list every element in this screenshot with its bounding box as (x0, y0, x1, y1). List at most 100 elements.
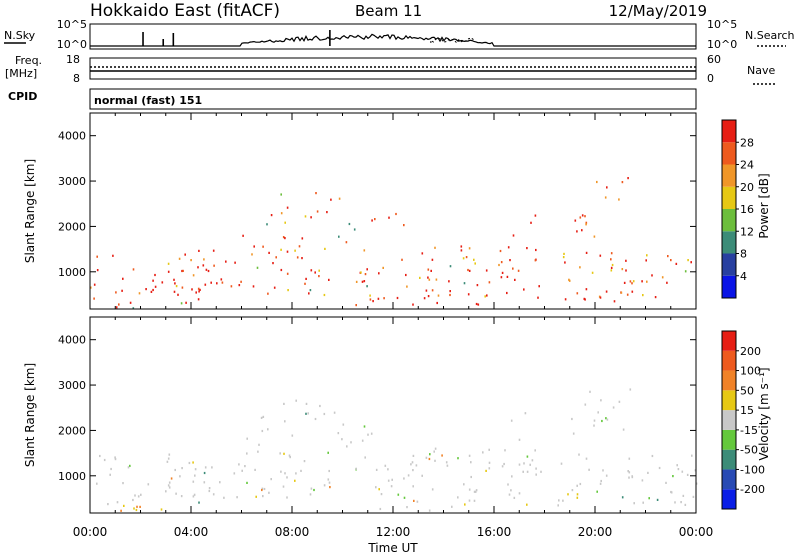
power-cell (378, 272, 380, 275)
velocity-cell (168, 481, 171, 484)
velocity-cell (261, 488, 263, 492)
power-cell (646, 280, 648, 283)
power-cell (118, 303, 120, 306)
power-cell (355, 280, 358, 283)
power-scatter-region (431, 245, 540, 306)
power-cell (377, 297, 380, 300)
power-cell (152, 288, 154, 292)
power-cell (431, 289, 434, 292)
power-cell (366, 268, 368, 271)
power-colorbar-tick-label: 12 (740, 225, 754, 238)
beam-label: Beam 11 (355, 2, 422, 20)
velocity-cell (140, 493, 142, 496)
velocity-cell (295, 472, 297, 475)
power-cell (449, 293, 451, 297)
velocity-cell (412, 485, 414, 488)
velocity-cell (584, 403, 587, 406)
power-cell (115, 306, 118, 309)
velocity-colorbar-tick-label: 200 (740, 345, 761, 358)
velocity-cell (110, 467, 112, 471)
velocity-cell (109, 473, 111, 476)
freq-left-tick-bottom: 8 (73, 72, 80, 85)
power-cell (667, 255, 669, 258)
power-y-ticks: 1000 2000 3000 4000 (58, 130, 696, 279)
velocity-cell (658, 466, 661, 470)
nsearch-series (430, 37, 475, 44)
power-scatter-region (512, 214, 537, 237)
power-cell (576, 230, 578, 233)
power-cell (324, 247, 326, 250)
power-cell (382, 266, 384, 269)
velocity-cell (413, 499, 415, 502)
velocity-cell (676, 464, 678, 467)
power-cell (579, 216, 582, 219)
velocity-cell (579, 482, 582, 486)
velocity-cell (488, 467, 491, 470)
nsky-right-tick-top: 10^5 (707, 18, 737, 31)
power-cell (460, 245, 463, 248)
velocity-cell (319, 404, 321, 408)
velocity-cell (203, 481, 206, 484)
velocity-cell (665, 481, 667, 484)
power-cell (396, 296, 399, 300)
power-cell (535, 248, 537, 252)
velocity-cell (337, 432, 340, 435)
power-cell (599, 296, 602, 299)
power-cell (181, 269, 183, 273)
power-cell (427, 268, 430, 271)
velocity-cell (294, 479, 296, 482)
velocity-scatter-region (192, 450, 331, 499)
velocity-cell (289, 456, 291, 459)
velocity-y-ticks: 1000 2000 3000 4000 (58, 334, 696, 483)
velocity-cell (261, 487, 264, 490)
velocity-cell (262, 495, 264, 498)
velocity-panel: 1000 2000 3000 4000 Slant Range [km] 200 100… (23, 316, 771, 514)
power-cell (626, 293, 629, 296)
power-cell (383, 297, 385, 300)
velocity-x-ticks (89, 317, 697, 513)
velocity-cell (503, 462, 505, 466)
power-cell (251, 253, 253, 256)
velocity-cell (387, 468, 389, 471)
power-cell (641, 280, 643, 283)
power-cell (280, 268, 283, 272)
velocity-cell (116, 501, 119, 504)
velocity-cell (412, 469, 414, 472)
velocity-cell (120, 509, 122, 512)
velocity-cell (622, 428, 625, 431)
power-cell (512, 234, 515, 237)
power-cell (371, 219, 373, 222)
velocity-cell (107, 503, 109, 506)
power-cell (96, 269, 99, 272)
velocity-colorbar-tick-label: -15 (740, 424, 758, 437)
velocity-cell (212, 493, 215, 496)
power-cell (197, 298, 200, 301)
power-cell (581, 214, 584, 217)
velocity-cell (168, 453, 171, 456)
power-cell (252, 285, 255, 288)
velocity-scatter-region (431, 447, 542, 508)
power-cell (345, 241, 348, 244)
power-cell (401, 258, 403, 261)
velocity-cell (263, 487, 266, 491)
velocity-cell (198, 501, 200, 504)
velocity-cell (305, 412, 307, 415)
velocity-cell (677, 468, 680, 471)
velocity-cell (571, 489, 574, 492)
power-cell (509, 259, 511, 262)
velocity-cell (470, 461, 472, 464)
nsearch-label: N.Search (745, 29, 795, 42)
power-cell (523, 288, 525, 291)
power-cell (253, 245, 255, 248)
power-colorbar-tick-label: 20 (740, 181, 754, 194)
freq-panel: Freq. [MHz] 18 8 60 0 Nave (5, 53, 775, 85)
velocity-cell (284, 420, 286, 423)
velocity-cell (137, 495, 140, 498)
power-cell (610, 269, 613, 272)
power-cell (132, 268, 135, 271)
velocity-cell (524, 412, 527, 415)
power-scatter-region (280, 192, 341, 219)
velocity-colorbar-segment (722, 350, 736, 371)
power-cell (512, 267, 514, 270)
power-cell (180, 302, 183, 305)
